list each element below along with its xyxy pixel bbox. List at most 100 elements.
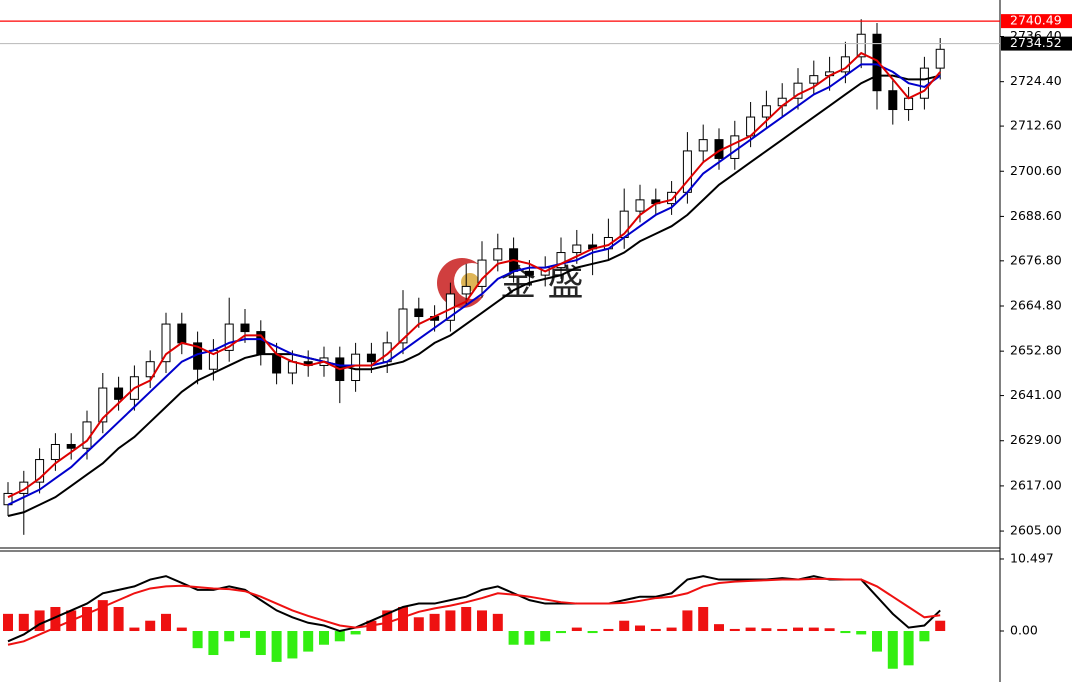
histogram-bar <box>161 613 171 632</box>
histogram-bar <box>682 610 693 632</box>
indicator-line <box>7 74 941 517</box>
histogram-bar <box>176 627 187 632</box>
histogram-bar <box>903 631 914 666</box>
indicator-line <box>7 575 941 643</box>
histogram-bar <box>524 631 535 645</box>
candle-body <box>493 248 503 261</box>
candle-body <box>272 353 282 374</box>
histogram-bar <box>240 631 250 638</box>
histogram-bar <box>413 617 424 632</box>
histogram-bar <box>935 620 946 632</box>
histogram-bar <box>492 613 503 632</box>
histogram-bar <box>3 613 13 632</box>
histogram-bar <box>398 606 408 632</box>
candle-body <box>50 443 60 461</box>
candle-body <box>856 33 866 58</box>
histogram-bar <box>113 606 124 632</box>
candle-body <box>809 75 819 84</box>
y-tick-label: 2700.60 <box>1010 163 1062 178</box>
candle-body <box>524 270 534 276</box>
histogram-bar <box>587 631 598 634</box>
price-label-box <box>1001 36 1072 51</box>
y-tick-label: 2688.60 <box>1010 208 1062 223</box>
histogram-bar <box>556 631 566 634</box>
histogram-bar <box>793 627 803 632</box>
indicator-line <box>7 577 941 646</box>
candle-body <box>572 244 582 254</box>
candle-body <box>145 361 155 378</box>
histogram-bar <box>255 631 266 656</box>
candle-body <box>667 191 677 205</box>
histogram-bar <box>650 628 661 632</box>
histogram-bar <box>319 631 329 645</box>
histogram-bar <box>698 606 709 632</box>
histogram-bar <box>334 631 345 642</box>
candle-body <box>66 443 76 449</box>
candle-body <box>556 252 566 269</box>
y-tick-label: 2641.00 <box>1010 387 1062 402</box>
candle-body <box>682 150 692 193</box>
candle-body <box>351 353 361 382</box>
y-tick-label: 2724.40 <box>1010 73 1062 88</box>
y-tick-label: 10.497 <box>1010 550 1054 565</box>
candle-body <box>793 82 803 99</box>
histogram-bar <box>18 613 29 632</box>
candle-body <box>904 97 914 111</box>
candle-body <box>224 323 234 351</box>
price-label: 2734.52 <box>1010 35 1062 50</box>
histogram-bar <box>192 631 203 649</box>
histogram-bar <box>872 631 882 652</box>
histogram-bar <box>635 625 645 632</box>
histogram-bar <box>50 606 61 632</box>
candle-body <box>240 323 250 333</box>
histogram-bar <box>382 610 393 632</box>
histogram-bar <box>824 628 835 632</box>
histogram-bar <box>129 627 140 632</box>
histogram-bar <box>224 631 235 642</box>
y-tick-label: 2676.80 <box>1010 252 1062 267</box>
candle-body <box>114 387 124 400</box>
histogram-bar <box>303 631 314 652</box>
candle-body <box>935 48 945 69</box>
candle-body <box>919 67 929 99</box>
candle-body <box>35 459 45 483</box>
histogram-bar <box>745 627 756 632</box>
candle-body <box>398 308 408 344</box>
histogram-bar <box>97 600 108 632</box>
candle-body <box>98 387 108 423</box>
histogram-bar <box>856 631 867 635</box>
candle-body <box>698 139 708 152</box>
histogram-bar <box>508 631 519 645</box>
histogram-bar <box>350 631 361 635</box>
histogram-bar <box>840 631 851 634</box>
histogram-bar <box>477 610 487 632</box>
histogram-bar <box>729 628 740 632</box>
y-tick-label: 2617.00 <box>1010 477 1062 492</box>
histogram-bar <box>271 631 282 662</box>
histogram-bar <box>808 627 819 632</box>
histogram-bar <box>208 631 219 656</box>
histogram-bar <box>445 610 456 632</box>
candle-body <box>888 90 898 111</box>
candle-body <box>477 259 487 287</box>
candle-body <box>177 323 187 344</box>
y-tick-label: 2664.80 <box>1010 297 1062 312</box>
candle-body <box>461 285 471 295</box>
histogram-bar <box>145 620 156 632</box>
price-label: 2740.49 <box>1010 13 1062 28</box>
indicator-line <box>7 63 941 506</box>
histogram-bar <box>287 631 298 659</box>
histogram-bar <box>619 620 630 632</box>
histogram-bar <box>919 631 930 642</box>
histogram-bar <box>887 631 898 669</box>
candle-body <box>366 353 376 363</box>
y-tick-label: 2629.00 <box>1010 432 1062 447</box>
y-tick-label: 0.00 <box>1010 623 1038 638</box>
y-tick-label: 2652.80 <box>1010 343 1062 358</box>
histogram-bar <box>82 606 92 632</box>
candle-body <box>872 33 882 92</box>
histogram-bar <box>540 631 551 642</box>
candle-body <box>414 308 424 318</box>
price-label-box <box>1001 14 1072 29</box>
